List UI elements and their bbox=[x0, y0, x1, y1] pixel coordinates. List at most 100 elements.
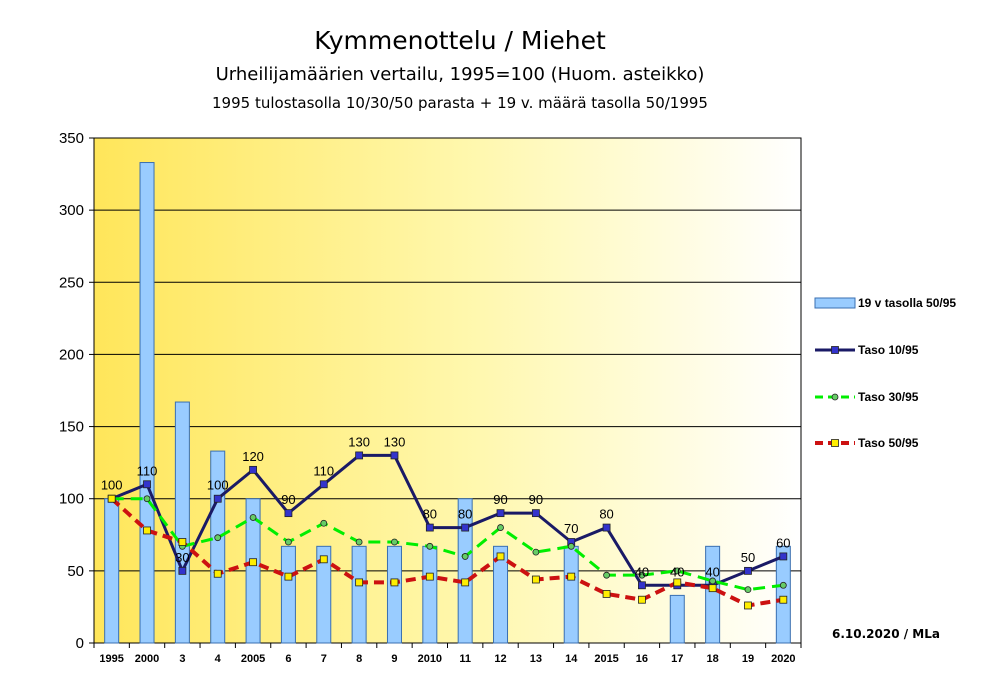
series-point bbox=[531, 509, 540, 518]
series-point bbox=[708, 584, 717, 593]
data-label: 90 bbox=[529, 492, 543, 507]
y-tick-label: 150 bbox=[59, 419, 84, 436]
bar bbox=[493, 545, 509, 644]
x-tick-label: 2010 bbox=[418, 653, 442, 665]
series-point bbox=[285, 538, 292, 546]
series-line bbox=[111, 497, 784, 592]
series-point bbox=[461, 553, 469, 560]
series-point bbox=[355, 578, 364, 587]
data-label: 80 bbox=[458, 507, 472, 522]
data-label: 40 bbox=[670, 564, 684, 579]
series-point bbox=[390, 451, 399, 460]
data-label: 80 bbox=[599, 507, 613, 522]
series-point bbox=[319, 555, 328, 564]
x-tick-label: 8 bbox=[356, 653, 362, 665]
data-label: 100 bbox=[101, 478, 123, 493]
data-label: 90 bbox=[281, 492, 295, 507]
x-tick-label: 6 bbox=[285, 653, 291, 665]
data-label: 40 bbox=[635, 564, 649, 579]
series-point bbox=[249, 558, 257, 567]
bar bbox=[174, 401, 190, 644]
x-tick-label: 2015 bbox=[594, 653, 618, 665]
data-label: 130 bbox=[348, 434, 370, 449]
series-point bbox=[779, 581, 787, 589]
data-label: 110 bbox=[313, 463, 334, 478]
y-tick-label: 300 bbox=[59, 202, 84, 219]
data-label: 90 bbox=[493, 492, 507, 507]
x-tick-label: 7 bbox=[321, 653, 327, 665]
series-point bbox=[744, 566, 752, 575]
plot-area bbox=[93, 137, 802, 644]
series-point bbox=[744, 601, 752, 610]
series-point bbox=[284, 572, 293, 581]
series-point bbox=[426, 542, 434, 550]
y-tick-label: 250 bbox=[59, 274, 84, 291]
series-point bbox=[214, 534, 222, 542]
series-point bbox=[673, 578, 682, 587]
data-label: 70 bbox=[564, 521, 578, 536]
series-point bbox=[779, 552, 788, 561]
series-point bbox=[355, 538, 363, 546]
data-label: 110 bbox=[137, 463, 158, 478]
legend-marker bbox=[831, 439, 839, 447]
legend-label: Taso 30/95 bbox=[858, 390, 919, 404]
y-tick-label: 200 bbox=[59, 346, 84, 363]
series-point bbox=[638, 581, 646, 590]
x-tick-label: 2000 bbox=[135, 653, 159, 665]
x-tick-label: 16 bbox=[636, 653, 648, 665]
legend-swatch bbox=[814, 297, 856, 309]
bar bbox=[457, 498, 473, 644]
x-tick-label: 12 bbox=[494, 653, 506, 665]
data-label: 50 bbox=[741, 550, 755, 565]
series-point bbox=[603, 571, 610, 579]
bar bbox=[386, 545, 402, 644]
data-label: 30 bbox=[175, 550, 189, 565]
series-point bbox=[143, 480, 151, 489]
x-tick-label: 2020 bbox=[771, 653, 795, 665]
y-tick-label: 100 bbox=[59, 491, 84, 508]
x-tick-label: 13 bbox=[530, 653, 542, 665]
legend-label: 19 v tasolla 50/95 bbox=[858, 296, 956, 310]
y-tick-label: 0 bbox=[76, 635, 84, 652]
bar bbox=[705, 545, 721, 644]
bar bbox=[775, 545, 791, 644]
series-point bbox=[638, 595, 646, 604]
series-point bbox=[461, 523, 470, 532]
bar bbox=[104, 498, 120, 644]
bar bbox=[316, 545, 332, 644]
series-point bbox=[567, 542, 575, 550]
data-label: 120 bbox=[242, 449, 264, 464]
series-point bbox=[213, 569, 222, 578]
series-point bbox=[391, 538, 398, 546]
series-point bbox=[496, 552, 505, 561]
series-point bbox=[709, 577, 717, 585]
y-tick-label: 350 bbox=[59, 130, 84, 147]
chart-title: Kymmenottelu / Miehet bbox=[314, 26, 606, 55]
series-point bbox=[425, 572, 434, 581]
series-point bbox=[320, 519, 328, 527]
series-point bbox=[744, 586, 752, 594]
x-tick-label: 17 bbox=[671, 653, 683, 665]
x-tick-label: 4 bbox=[215, 653, 222, 665]
series-point bbox=[602, 590, 611, 598]
series-point bbox=[213, 494, 222, 503]
series-point bbox=[249, 514, 257, 521]
legend-marker bbox=[831, 346, 839, 354]
series-point bbox=[107, 494, 116, 503]
x-tick-label: 1995 bbox=[99, 653, 123, 665]
x-tick-label: 3 bbox=[179, 653, 185, 665]
data-label: 100 bbox=[207, 478, 229, 493]
series-point bbox=[497, 524, 504, 531]
x-tick-label: 18 bbox=[707, 653, 719, 665]
series-point bbox=[602, 523, 611, 532]
data-label: 130 bbox=[384, 434, 406, 449]
data-label: 60 bbox=[776, 535, 790, 550]
series-point bbox=[461, 578, 470, 587]
series-point bbox=[143, 495, 151, 503]
series-point bbox=[425, 523, 434, 532]
x-tick-label: 2005 bbox=[241, 653, 265, 665]
y-tick-label: 50 bbox=[67, 563, 84, 580]
bar bbox=[351, 545, 367, 644]
series-point bbox=[143, 526, 151, 535]
